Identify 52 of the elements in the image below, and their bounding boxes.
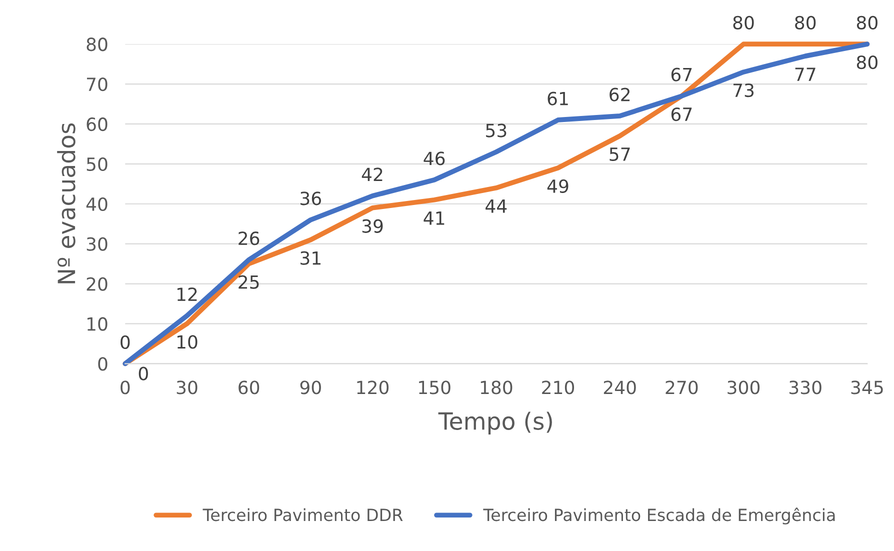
data-label: 53 [486,124,506,138]
data-label: 49 [547,179,568,194]
x-axis-title: Tempo (s) [438,412,552,435]
x-tick-label: 120 [357,380,389,394]
y-tick-label: 40 [86,197,108,211]
data-label: 31 [300,251,320,265]
data-label: 46 [424,152,445,166]
y-tick-label: 80 [86,38,108,52]
data-label: 80 [856,16,878,30]
y-tick-label: 50 [86,157,108,172]
data-label: 10 [177,335,198,349]
x-tick-label: 60 [238,380,260,394]
data-label: 73 [734,83,754,98]
data-label: 26 [238,232,260,246]
x-tick-label: 300 [728,380,760,394]
data-label: 57 [610,148,630,162]
legend-label: Terceiro Pavimento Escada de Emergência [483,508,835,524]
x-tick-label: 345 [851,380,883,394]
data-label: 80 [795,16,816,30]
data-label: 44 [486,200,507,213]
data-label: 41 [424,212,444,225]
data-label: 36 [300,192,322,206]
x-tick-label: 150 [419,380,450,394]
x-tick-label: 180 [480,380,512,394]
x-tick-label: 270 [666,380,698,394]
y-tick-label: 10 [88,317,108,331]
y-tick-label: 0 [98,357,108,371]
y-tick-label: 70 [87,77,108,92]
data-label: 0 [138,366,148,380]
data-label: 80 [733,16,754,30]
data-label: 42 [362,168,382,182]
data-label: 39 [362,219,383,233]
data-label: 12 [177,287,197,301]
data-label: 61 [548,92,568,106]
x-tick-label: 330 [789,380,822,394]
x-tick-label: 240 [604,380,636,394]
data-label: 62 [610,88,630,102]
x-tick-label: 30 [176,380,198,394]
data-label: 80 [856,56,878,70]
y-tick-label: 30 [86,237,108,251]
y-tick-label: 20 [86,277,108,291]
legend-label: Terceiro Pavimento DDR [202,508,403,522]
data-label: 0 [120,335,130,350]
x-tick-label: 210 [542,380,574,394]
y-tick-label: 60 [86,117,108,132]
data-label: 77 [795,68,816,81]
x-tick-label: 90 [300,380,321,394]
y-axis-title: Nº evacuados [57,123,76,284]
data-label: 25 [238,275,259,289]
data-label: 67 [671,68,692,82]
data-label: 67 [671,107,692,122]
x-tick-label: 0 [120,380,130,394]
